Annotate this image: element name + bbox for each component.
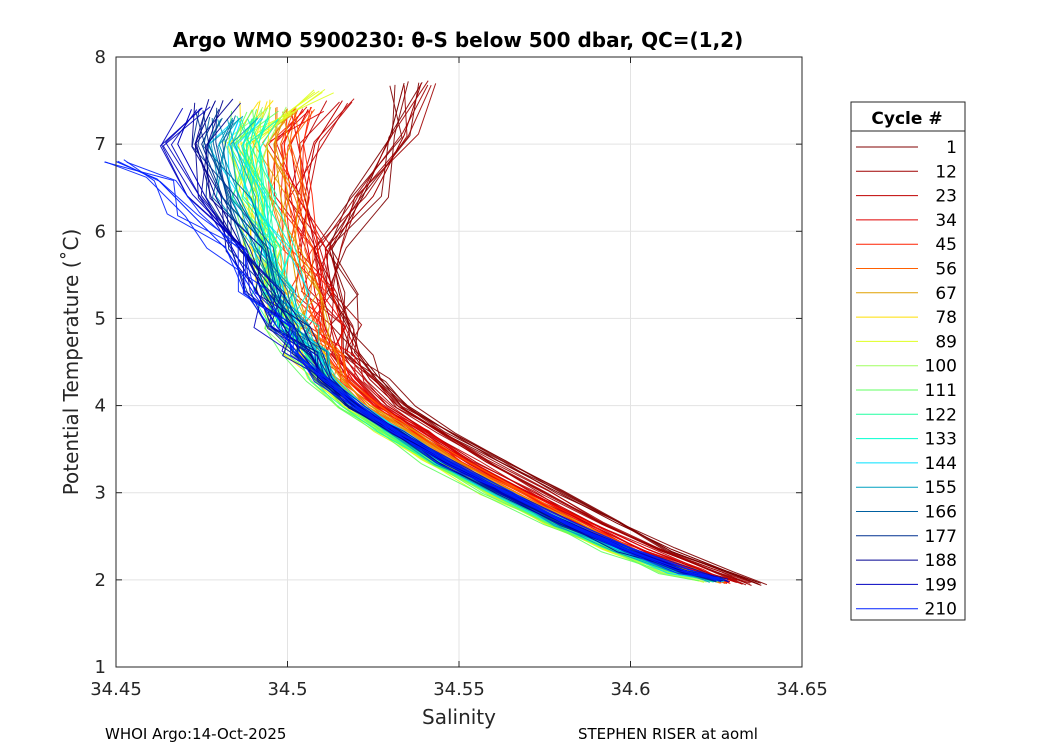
legend-label: 133: [925, 430, 957, 450]
legend-label: 210: [925, 600, 957, 620]
footer-credit-right: STEPHEN RISER at aoml: [578, 725, 758, 743]
y-axis-label: Potential Temperature (˚C): [59, 229, 83, 496]
legend-label: 67: [935, 284, 957, 304]
x-tick-label: 34.65: [776, 679, 828, 700]
series-line-cycle-12-variant: [331, 84, 752, 583]
axis-ticks: 34.45 34.5 34.55 34.6 34.65 1 2 3 4 5 6 7 8: [90, 47, 828, 700]
x-axis-label: Salinity: [422, 705, 496, 729]
series-line-cycle-67-variant: [266, 108, 719, 582]
series-line-cycle-210-variant: [117, 160, 724, 581]
footer-credit-left: WHOI Argo:14-Oct-2025: [105, 725, 287, 743]
x-tick-label: 34.5: [267, 679, 307, 700]
legend-label: 12: [935, 162, 957, 182]
x-tick-label: 34.55: [433, 679, 485, 700]
y-tick-label: 4: [95, 396, 106, 417]
legend-label: 144: [925, 454, 957, 474]
series-line-cycle-210-variant: [126, 161, 721, 583]
legend-label: 100: [925, 357, 957, 377]
series-line-cycle-177-variant: [191, 108, 719, 580]
legend-label: 122: [925, 405, 957, 425]
legend-label: 199: [925, 575, 957, 595]
series-line-cycle-188-variant: [191, 102, 721, 581]
y-tick-label: 8: [95, 47, 106, 68]
y-tick-label: 6: [95, 221, 106, 242]
series-line-cycle-177-variant: [202, 110, 726, 581]
series-line-cycle-45-variant: [288, 107, 727, 584]
legend-label: 89: [935, 332, 957, 352]
legend-items: 1 12 23 34 45 56 67 78 89 100 111 122 133 144 155 166 17…: [856, 138, 957, 620]
y-tick-label: 1: [95, 657, 106, 678]
legend-title: Cycle #: [871, 109, 942, 129]
series-line-cycle-23-variant: [294, 101, 728, 584]
series-line-cycle-111-variant: [231, 111, 700, 582]
y-tick-label: 7: [95, 134, 106, 155]
legend: Cycle # 1 12 23 34 45 56 67 78 89 100 111 122 133 144…: [850, 101, 966, 621]
x-tick-label: 34.45: [90, 679, 142, 700]
series-line-cycle-34-variant: [275, 110, 730, 583]
series-line-cycle-1-variant: [313, 85, 757, 583]
grid-lines: [116, 57, 802, 667]
y-tick-label: 2: [95, 570, 106, 591]
legend-label: 188: [925, 551, 957, 571]
legend-label: 111: [925, 381, 957, 401]
series-line-cycle-56-variant: [284, 107, 725, 582]
series-line-cycle-210-variant: [104, 161, 720, 579]
series-line-cycle-210-variant: [104, 161, 721, 581]
legend-label: 177: [925, 527, 957, 547]
x-tick-label: 34.6: [610, 679, 650, 700]
y-tick-label: 3: [95, 483, 106, 504]
legend-label: 34: [935, 211, 957, 231]
series-line-cycle-199-variant: [159, 107, 717, 582]
legend-label: 78: [935, 308, 957, 328]
legend-label: 56: [935, 260, 957, 280]
legend-label: 155: [925, 478, 957, 498]
legend-label: 166: [925, 503, 957, 523]
legend-label: 1: [946, 138, 957, 158]
series-layer: [104, 80, 768, 586]
series-line-cycle-34-variant: [266, 110, 728, 584]
series-line-cycle-210-variant: [123, 159, 719, 582]
legend-label: 23: [935, 187, 957, 207]
series-line-cycle-166-variant: [211, 117, 723, 582]
y-tick-label: 5: [95, 308, 106, 329]
series-line-cycle-100-variant: [254, 106, 707, 583]
series-line-cycle-45-variant: [284, 106, 731, 584]
legend-label: 45: [935, 235, 957, 255]
series-line-cycle-1-variant: [326, 81, 768, 586]
series-line-cycle-23-variant: [296, 98, 743, 585]
series-line-cycle-12: [324, 82, 748, 584]
series-line-cycle-34-variant: [290, 110, 726, 585]
chart-title: Argo WMO 5900230: θ-S below 500 dbar, QC…: [173, 28, 743, 52]
series-line-cycle-210: [115, 161, 724, 581]
series-line-cycle-56-variant: [288, 109, 727, 584]
series-line-cycle-188-variant: [195, 98, 724, 582]
legend-box: [850, 101, 966, 621]
